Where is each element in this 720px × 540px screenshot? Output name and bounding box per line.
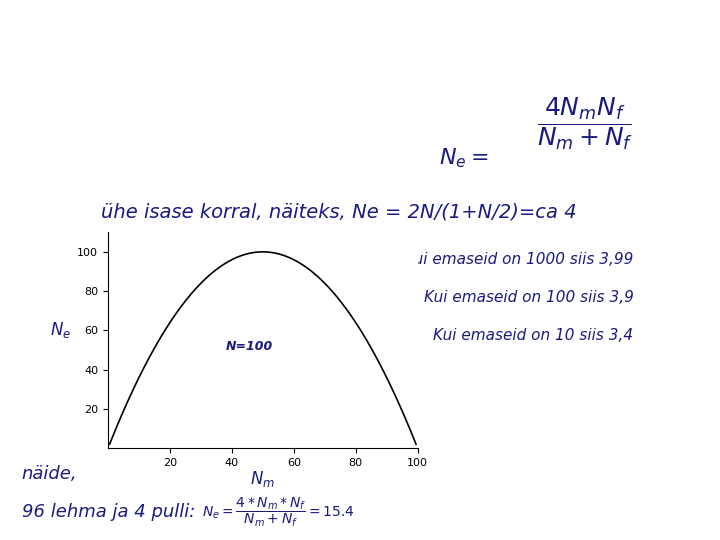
Text: N=100: N=100 (225, 340, 273, 353)
Text: näide,: näide, (22, 465, 77, 483)
Y-axis label: $N_e$: $N_e$ (50, 320, 71, 340)
Text: Kui emaseid on 10 siis 3,4: Kui emaseid on 10 siis 3,4 (433, 328, 634, 343)
Text: ühe isase korral, näiteks, Ne = 2N/(1+N/2)=ca 4: ühe isase korral, näiteks, Ne = 2N/(1+N/… (101, 202, 576, 221)
Text: Kui emaseid on 1000 siis 3,99: Kui emaseid on 1000 siis 3,99 (404, 252, 634, 267)
X-axis label: $N_m$: $N_m$ (251, 469, 275, 489)
Text: $\dfrac{4N_m N_f}{N_m + N_f}$: $\dfrac{4N_m N_f}{N_m + N_f}$ (537, 96, 634, 152)
Text: Juhuslik geneetiline triiv: Efektiivne populatsioonisuürus - N: Juhuslik geneetiline triiv: Efektiivne p… (7, 10, 502, 28)
Text: $N_e =$: $N_e =$ (439, 146, 489, 170)
Text: 96 lehma ja 4 pulli:: 96 lehma ja 4 pulli: (22, 503, 195, 521)
Text: $N_e = \dfrac{4 * N_m * N_f}{N_m + N_f} = 15.4$: $N_e = \dfrac{4 * N_m * N_f}{N_m + N_f} … (202, 496, 354, 529)
Text: e: e (452, 19, 460, 32)
Text: Kui emaseid on 100 siis 3,9: Kui emaseid on 100 siis 3,9 (424, 290, 634, 305)
